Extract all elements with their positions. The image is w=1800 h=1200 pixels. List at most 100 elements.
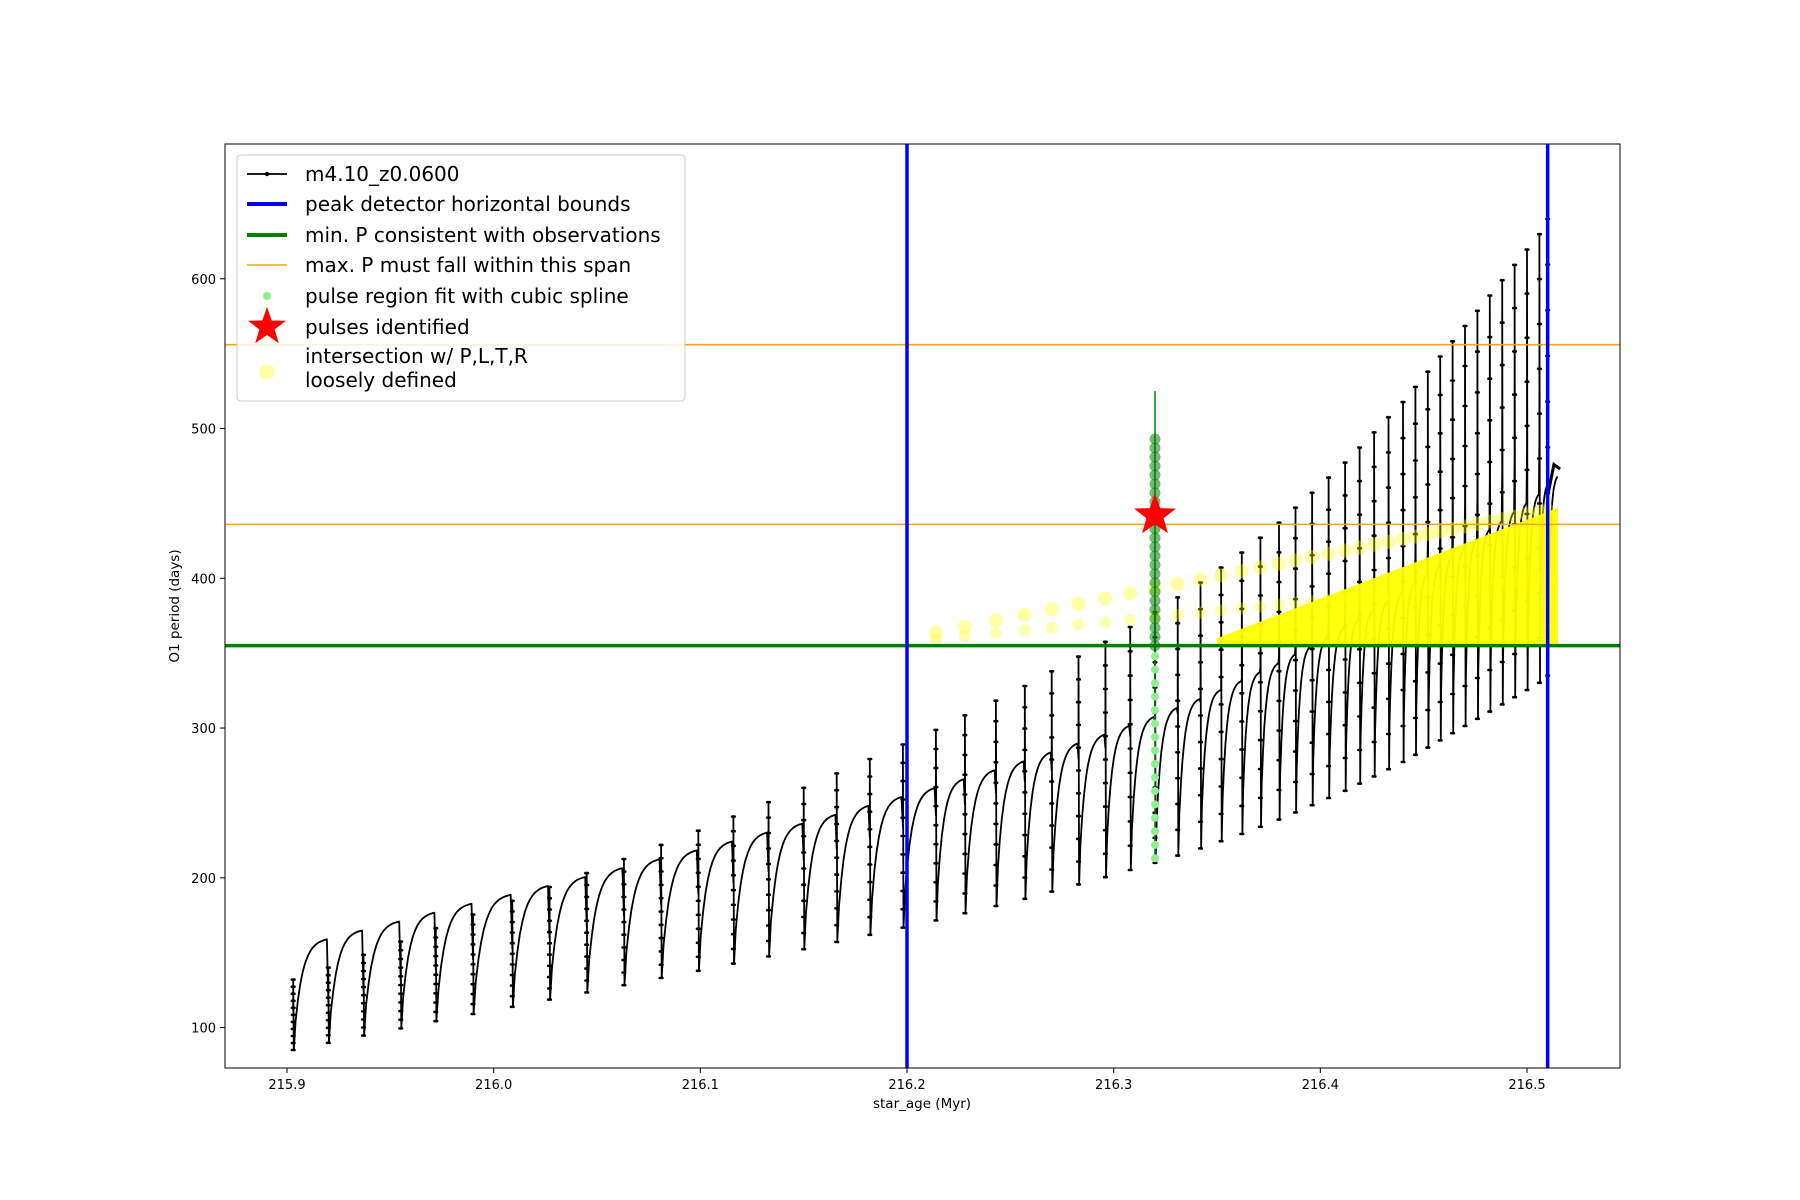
- x-tick-label: 216.3: [1095, 1078, 1132, 1093]
- spline-point: [1149, 442, 1161, 454]
- spline-point-light: [1151, 813, 1159, 822]
- y-axis-ticks: 100 200 300 400 500 600: [191, 273, 225, 1037]
- legend-handle: [248, 307, 286, 344]
- intersection-dot: [1321, 546, 1336, 561]
- y-tick-label: 300: [191, 722, 216, 737]
- intersection-dot: [929, 633, 942, 646]
- intersection-dot: [1273, 598, 1285, 611]
- plot-data: [225, 144, 1620, 1068]
- intersection-dot: [1482, 514, 1497, 529]
- spline-point-light: [1151, 679, 1159, 688]
- legend-handle-marker: [264, 171, 270, 177]
- plot-area: [225, 144, 1620, 1068]
- spline-point: [1149, 541, 1161, 553]
- spline-point: [1149, 586, 1161, 598]
- pulse-identified-star: [1134, 493, 1176, 534]
- spline-point: [1149, 577, 1161, 589]
- spline-point: [1149, 532, 1161, 544]
- spline-point-light: [1151, 773, 1159, 782]
- intersection-dot: [1072, 618, 1085, 631]
- spline-point: [1149, 469, 1161, 481]
- spline-point: [1149, 622, 1161, 634]
- intersection-dot: [988, 613, 1003, 628]
- spline-point: [1149, 640, 1161, 652]
- series-tail: [1546, 461, 1561, 497]
- x-tick-label: 215.9: [268, 1078, 305, 1093]
- intersection-dot: [1234, 564, 1249, 579]
- intersection-dot: [1408, 529, 1423, 544]
- y-axis-label: O1 period (days): [167, 549, 183, 662]
- spline-point: [1149, 478, 1161, 490]
- intersection-region: [928, 502, 1558, 646]
- intersection-dot: [958, 630, 971, 643]
- spline-point: [1149, 487, 1161, 499]
- intersection-dot: [1123, 586, 1138, 601]
- x-axis-label: star_age (Myr): [873, 1096, 971, 1112]
- intersection-dot: [1396, 531, 1410, 546]
- intersection-dot: [1254, 600, 1267, 613]
- plot-frame: [224, 143, 1621, 1069]
- legend-label: min. P consistent with observations: [305, 223, 661, 247]
- spline-point-light: [1151, 665, 1159, 674]
- intersection-dot: [1235, 602, 1248, 615]
- intersection-dot: [1458, 519, 1472, 534]
- intersection-dot: [1071, 596, 1086, 611]
- spline-point: [1149, 631, 1161, 643]
- spline-point-light: [1151, 854, 1159, 863]
- spline-point: [1149, 460, 1161, 472]
- intersection-dot: [1193, 572, 1208, 587]
- spline-point-light: [1151, 759, 1159, 768]
- spline-point-light: [1151, 800, 1159, 809]
- intersection-dot: [1338, 543, 1353, 558]
- intersection-dot: [1018, 624, 1031, 637]
- legend-label: m4.10_z0.0600: [305, 162, 460, 186]
- intersection-dot: [1420, 526, 1435, 541]
- intersection-dot: [1215, 604, 1228, 617]
- spline-point-light: [1151, 733, 1159, 742]
- intersection-dot: [1214, 568, 1229, 583]
- intersection-wedge: [1217, 507, 1558, 646]
- spline-point-light: [1151, 827, 1159, 836]
- intersection-dot: [989, 627, 1002, 640]
- x-axis-ticks: 215.9 216.0 216.1 216.2 216.3 216.4 216.5: [268, 1068, 1546, 1093]
- intersection-dot: [1044, 602, 1059, 617]
- intersection-dot: [1352, 540, 1367, 555]
- spline-point: [1149, 433, 1161, 445]
- intersection-dot: [1381, 534, 1396, 549]
- legend-handle: [263, 292, 271, 300]
- intersection-dot: [1045, 621, 1058, 634]
- y-tick-label: 500: [191, 423, 216, 438]
- intersection-dot: [1445, 522, 1460, 537]
- intersection-dot: [1017, 607, 1032, 622]
- y-tick-label: 400: [191, 572, 216, 587]
- spline-point: [1149, 550, 1161, 562]
- intersection-dot: [928, 625, 943, 640]
- x-tick-label: 216.4: [1302, 1078, 1339, 1093]
- legend-box: [236, 154, 686, 402]
- x-tick-label: 216.2: [888, 1078, 925, 1093]
- spline-point: [1149, 451, 1161, 463]
- y-tick-label: 600: [191, 273, 216, 288]
- series-markers: [290, 217, 1551, 1052]
- intersection-dot: [1288, 553, 1303, 568]
- intersection-dot: [1520, 507, 1534, 522]
- x-tick-label: 216.5: [1508, 1078, 1545, 1093]
- intersection-dot: [957, 619, 972, 634]
- intersection-dot: [1194, 606, 1207, 619]
- spline-point: [1149, 559, 1161, 571]
- spline-point-light: [1151, 786, 1159, 795]
- spline-point: [1149, 595, 1161, 607]
- intersection-dot: [1099, 616, 1112, 629]
- intersection-dot: [1367, 537, 1382, 552]
- intersection-dot: [1433, 524, 1448, 539]
- intersection-dot: [1305, 550, 1320, 565]
- legend-label: pulse region fit with cubic spline: [305, 284, 629, 308]
- y-tick-label: 100: [191, 1022, 216, 1037]
- intersection-dot: [1253, 560, 1268, 575]
- legend-label: peak detector horizontal bounds: [305, 192, 631, 216]
- spline-point-light: [1151, 746, 1159, 755]
- intersection-dot: [1170, 577, 1185, 592]
- spline-point-light: [1151, 840, 1159, 849]
